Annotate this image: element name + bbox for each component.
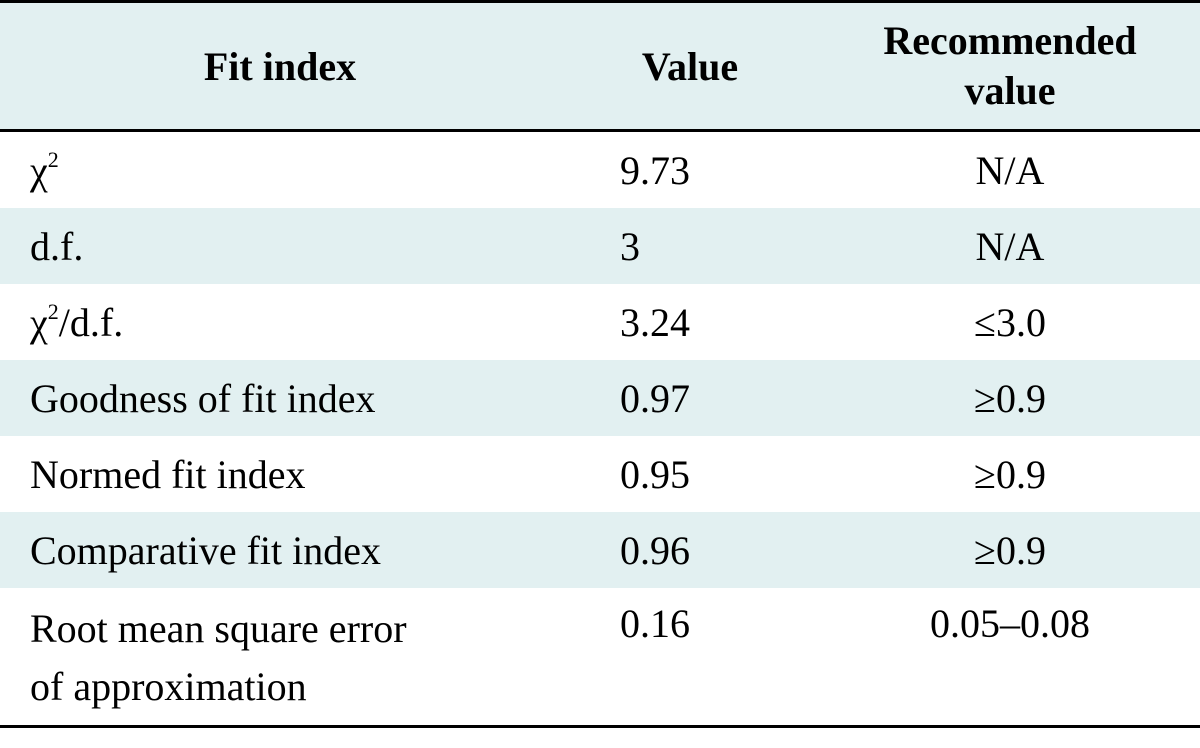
cell-recommended: N/A: [820, 223, 1200, 270]
cell-value: 3: [560, 223, 820, 270]
cell-value: 3.24: [560, 299, 820, 346]
cell-value: 0.95: [560, 451, 820, 498]
header-recommended-line2: value: [820, 66, 1200, 116]
cell-recommended: ≥0.9: [820, 451, 1200, 498]
cell-recommended: ≤3.0: [820, 299, 1200, 346]
fit-index-table: Fit index Value Recommended value χ2 9.7…: [0, 0, 1200, 728]
cell-fit-index: χ2: [0, 147, 560, 194]
cell-fit-index-line1: Root mean square error: [30, 600, 560, 658]
cell-fit-index: d.f.: [0, 223, 560, 270]
cell-value: 0.96: [560, 527, 820, 574]
table-row: d.f. 3 N/A: [0, 208, 1200, 284]
table-row: Goodness of fit index 0.97 ≥0.9: [0, 360, 1200, 436]
header-value: Value: [560, 43, 820, 90]
cell-recommended: ≥0.9: [820, 375, 1200, 422]
header-recommended-line1: Recommended: [820, 16, 1200, 66]
table-header-row: Fit index Value Recommended value: [0, 0, 1200, 132]
cell-value: 0.16: [560, 600, 820, 647]
header-recommended-value: Recommended value: [820, 16, 1200, 116]
cell-recommended: 0.05–0.08: [820, 600, 1200, 647]
header-fit-index: Fit index: [0, 43, 560, 90]
table-row: Root mean square error of approximation …: [0, 588, 1200, 728]
cell-value: 9.73: [560, 147, 820, 194]
table-row: Normed fit index 0.95 ≥0.9: [0, 436, 1200, 512]
table-row: χ2/d.f. 3.24 ≤3.0: [0, 284, 1200, 360]
cell-fit-index-line2: of approximation: [30, 658, 560, 716]
table-row: χ2 9.73 N/A: [0, 132, 1200, 208]
cell-recommended: ≥0.9: [820, 527, 1200, 574]
cell-fit-index: χ2/d.f.: [0, 299, 560, 346]
table-row: Comparative fit index 0.96 ≥0.9: [0, 512, 1200, 588]
cell-recommended: N/A: [820, 147, 1200, 194]
cell-fit-index: Comparative fit index: [0, 527, 560, 574]
cell-value: 0.97: [560, 375, 820, 422]
cell-fit-index: Goodness of fit index: [0, 375, 560, 422]
cell-fit-index: Normed fit index: [0, 451, 560, 498]
cell-fit-index: Root mean square error of approximation: [0, 600, 560, 716]
